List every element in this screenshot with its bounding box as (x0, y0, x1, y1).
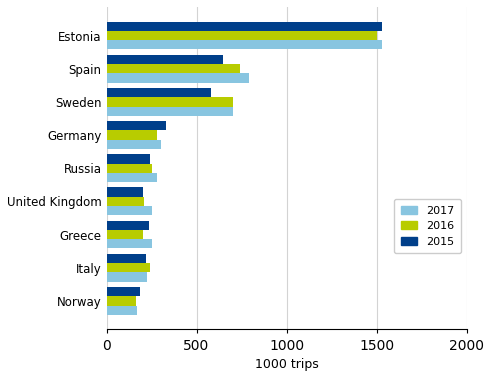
Bar (107, 121, 166, 130)
Bar (107, 239, 152, 248)
Bar (107, 221, 149, 230)
Bar (107, 31, 377, 40)
Bar (107, 107, 233, 116)
Bar (107, 197, 144, 206)
X-axis label: 1000 trips: 1000 trips (255, 358, 319, 371)
Bar (107, 88, 211, 97)
Bar (107, 187, 142, 197)
Bar (107, 254, 146, 263)
Bar (107, 64, 240, 73)
Bar (107, 273, 147, 282)
Bar (107, 164, 152, 173)
Bar (107, 140, 161, 149)
Legend: 2017, 2016, 2015: 2017, 2016, 2015 (394, 199, 461, 254)
Bar (107, 40, 382, 50)
Bar (107, 263, 150, 273)
Bar (107, 22, 382, 31)
Bar (107, 154, 150, 164)
Bar (107, 55, 222, 64)
Bar (107, 130, 157, 140)
Bar (107, 73, 249, 83)
Bar (107, 230, 143, 239)
Bar (107, 287, 140, 296)
Bar (107, 296, 136, 305)
Bar (107, 173, 157, 182)
Bar (107, 305, 137, 315)
Bar (107, 206, 153, 215)
Bar (107, 97, 233, 107)
